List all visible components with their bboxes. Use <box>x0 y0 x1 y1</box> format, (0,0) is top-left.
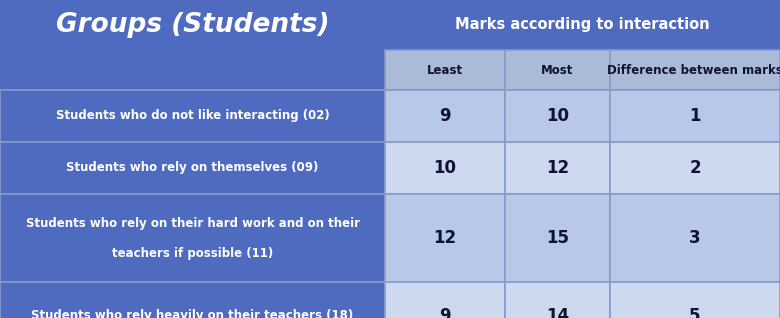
Bar <box>0 142 385 194</box>
Bar <box>505 142 610 194</box>
Text: 9: 9 <box>439 307 451 318</box>
Text: 2: 2 <box>690 159 700 177</box>
Text: 12: 12 <box>546 159 569 177</box>
Text: Groups (Students): Groups (Students) <box>55 12 329 38</box>
Bar <box>385 50 505 90</box>
Bar <box>610 282 780 318</box>
Bar <box>0 90 385 142</box>
Text: 3: 3 <box>690 229 700 247</box>
Text: 14: 14 <box>546 307 569 318</box>
Text: Marks according to interaction: Marks according to interaction <box>456 17 710 32</box>
Text: Least: Least <box>427 64 463 77</box>
Text: Students who rely on themselves (09): Students who rely on themselves (09) <box>66 162 319 175</box>
Text: 10: 10 <box>434 159 456 177</box>
Text: 15: 15 <box>546 229 569 247</box>
Bar <box>385 142 505 194</box>
Bar <box>610 194 780 282</box>
Bar <box>505 50 610 90</box>
Text: 9: 9 <box>439 107 451 125</box>
Text: Difference between marks: Difference between marks <box>607 64 780 77</box>
Text: Students who rely heavily on their teachers (18): Students who rely heavily on their teach… <box>31 309 353 318</box>
Text: 12: 12 <box>434 229 456 247</box>
Bar <box>505 282 610 318</box>
Bar <box>0 194 385 282</box>
Text: 5: 5 <box>690 307 700 318</box>
Text: Most: Most <box>541 64 573 77</box>
Text: 1: 1 <box>690 107 700 125</box>
Bar <box>385 90 505 142</box>
Bar <box>505 194 610 282</box>
Bar <box>610 90 780 142</box>
Bar <box>610 142 780 194</box>
Bar <box>385 282 505 318</box>
Text: 10: 10 <box>546 107 569 125</box>
Bar <box>505 90 610 142</box>
Bar <box>0 282 385 318</box>
Text: Students who do not like interacting (02): Students who do not like interacting (02… <box>55 109 329 122</box>
Bar <box>610 50 780 90</box>
Bar <box>385 194 505 282</box>
Text: Students who rely on their hard work and on their

teachers if possible (11): Students who rely on their hard work and… <box>26 217 360 259</box>
